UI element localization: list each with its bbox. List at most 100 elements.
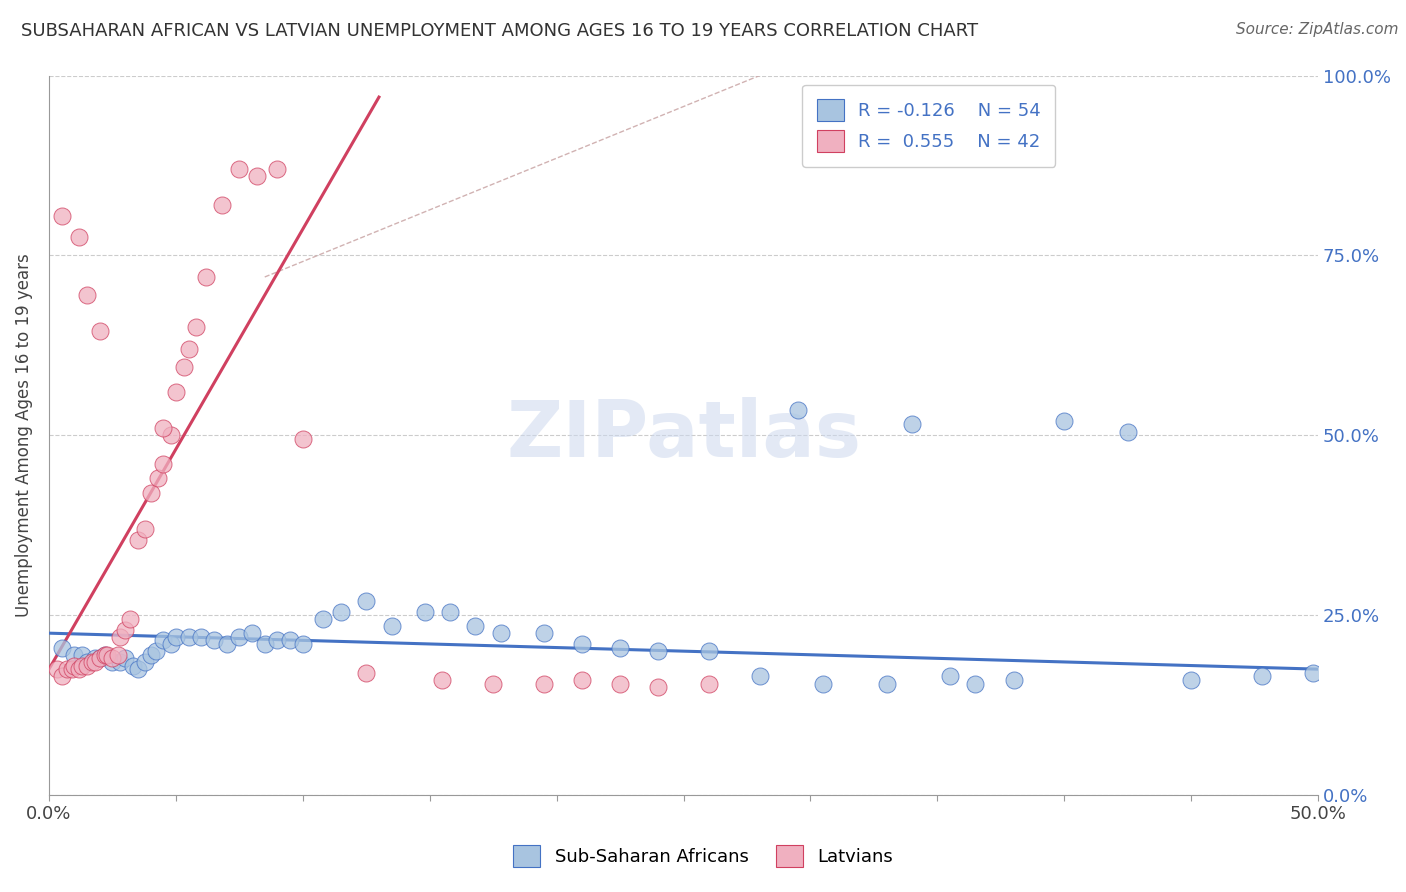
Legend: Sub-Saharan Africans, Latvians: Sub-Saharan Africans, Latvians [505,836,901,876]
Point [312,612,335,626]
Point [571,673,593,687]
Text: SUBSAHARAN AFRICAN VS LATVIAN UNEMPLOYMENT AMONG AGES 16 TO 19 YEARS CORRELATION: SUBSAHARAN AFRICAN VS LATVIAN UNEMPLOYME… [21,22,979,40]
Point [159,637,181,651]
Point [439,605,461,619]
Point [901,417,924,432]
Point [134,522,156,536]
Point [70,648,93,662]
Point [63,648,86,662]
Point [60,662,83,676]
Point [107,648,129,662]
Point [786,403,808,417]
Point [70,658,93,673]
Point [159,428,181,442]
Point [63,658,86,673]
Point [76,658,98,673]
Point [51,209,73,223]
Point [228,630,250,644]
Point [1180,673,1202,687]
Point [67,230,90,244]
Point [609,676,631,690]
Point [114,651,136,665]
Point [108,630,131,644]
Point [228,162,250,177]
Point [177,630,200,644]
Point [1302,665,1324,680]
Legend: R = -0.126    N = 54, R =  0.555    N = 42: R = -0.126 N = 54, R = 0.555 N = 42 [801,85,1056,167]
Point [356,665,378,680]
Point [89,651,111,665]
Point [127,533,149,547]
Point [101,655,124,669]
Point [356,594,378,608]
Point [266,162,288,177]
Point [51,640,73,655]
Point [139,486,162,500]
Point [89,651,111,665]
Point [202,633,225,648]
Point [482,676,505,690]
Point [1320,662,1343,676]
Point [533,626,555,640]
Point [647,680,669,694]
Point [190,630,212,644]
Point [965,676,987,690]
Point [413,605,436,619]
Point [173,359,195,374]
Point [1053,414,1076,428]
Point [165,630,187,644]
Y-axis label: Unemployment Among Ages 16 to 19 years: Unemployment Among Ages 16 to 19 years [15,253,32,617]
Point [114,623,136,637]
Point [101,651,124,665]
Point [94,648,117,662]
Point [45,662,67,676]
Point [186,320,208,334]
Point [1002,673,1025,687]
Point [67,662,90,676]
Point [83,651,105,665]
Point [246,169,269,184]
Point [253,637,276,651]
Text: ZIPatlas: ZIPatlas [506,397,860,474]
Point [432,673,454,687]
Point [278,633,301,648]
Point [120,612,142,626]
Text: Source: ZipAtlas.com: Source: ZipAtlas.com [1236,22,1399,37]
Point [51,669,73,683]
Point [1251,669,1274,683]
Point [697,644,720,658]
Point [96,648,118,662]
Point [145,644,167,658]
Point [82,655,104,669]
Point [139,648,162,662]
Point [76,655,98,669]
Point [121,658,143,673]
Point [748,669,770,683]
Point [215,637,238,651]
Point [939,669,962,683]
Point [266,633,288,648]
Point [647,644,669,658]
Point [240,626,263,640]
Point [55,662,77,676]
Point [381,619,404,633]
Point [89,324,111,338]
Point [876,676,898,690]
Point [291,432,314,446]
Point [152,457,174,471]
Point [291,637,314,651]
Point [533,676,555,690]
Point [76,288,98,302]
Point [152,633,174,648]
Point [609,640,631,655]
Point [127,662,149,676]
Point [489,626,512,640]
Point [195,270,218,285]
Point [83,655,105,669]
Point [177,342,200,356]
Point [165,385,187,400]
Point [329,605,352,619]
Point [152,421,174,435]
Point [811,676,834,690]
Point [146,471,169,485]
